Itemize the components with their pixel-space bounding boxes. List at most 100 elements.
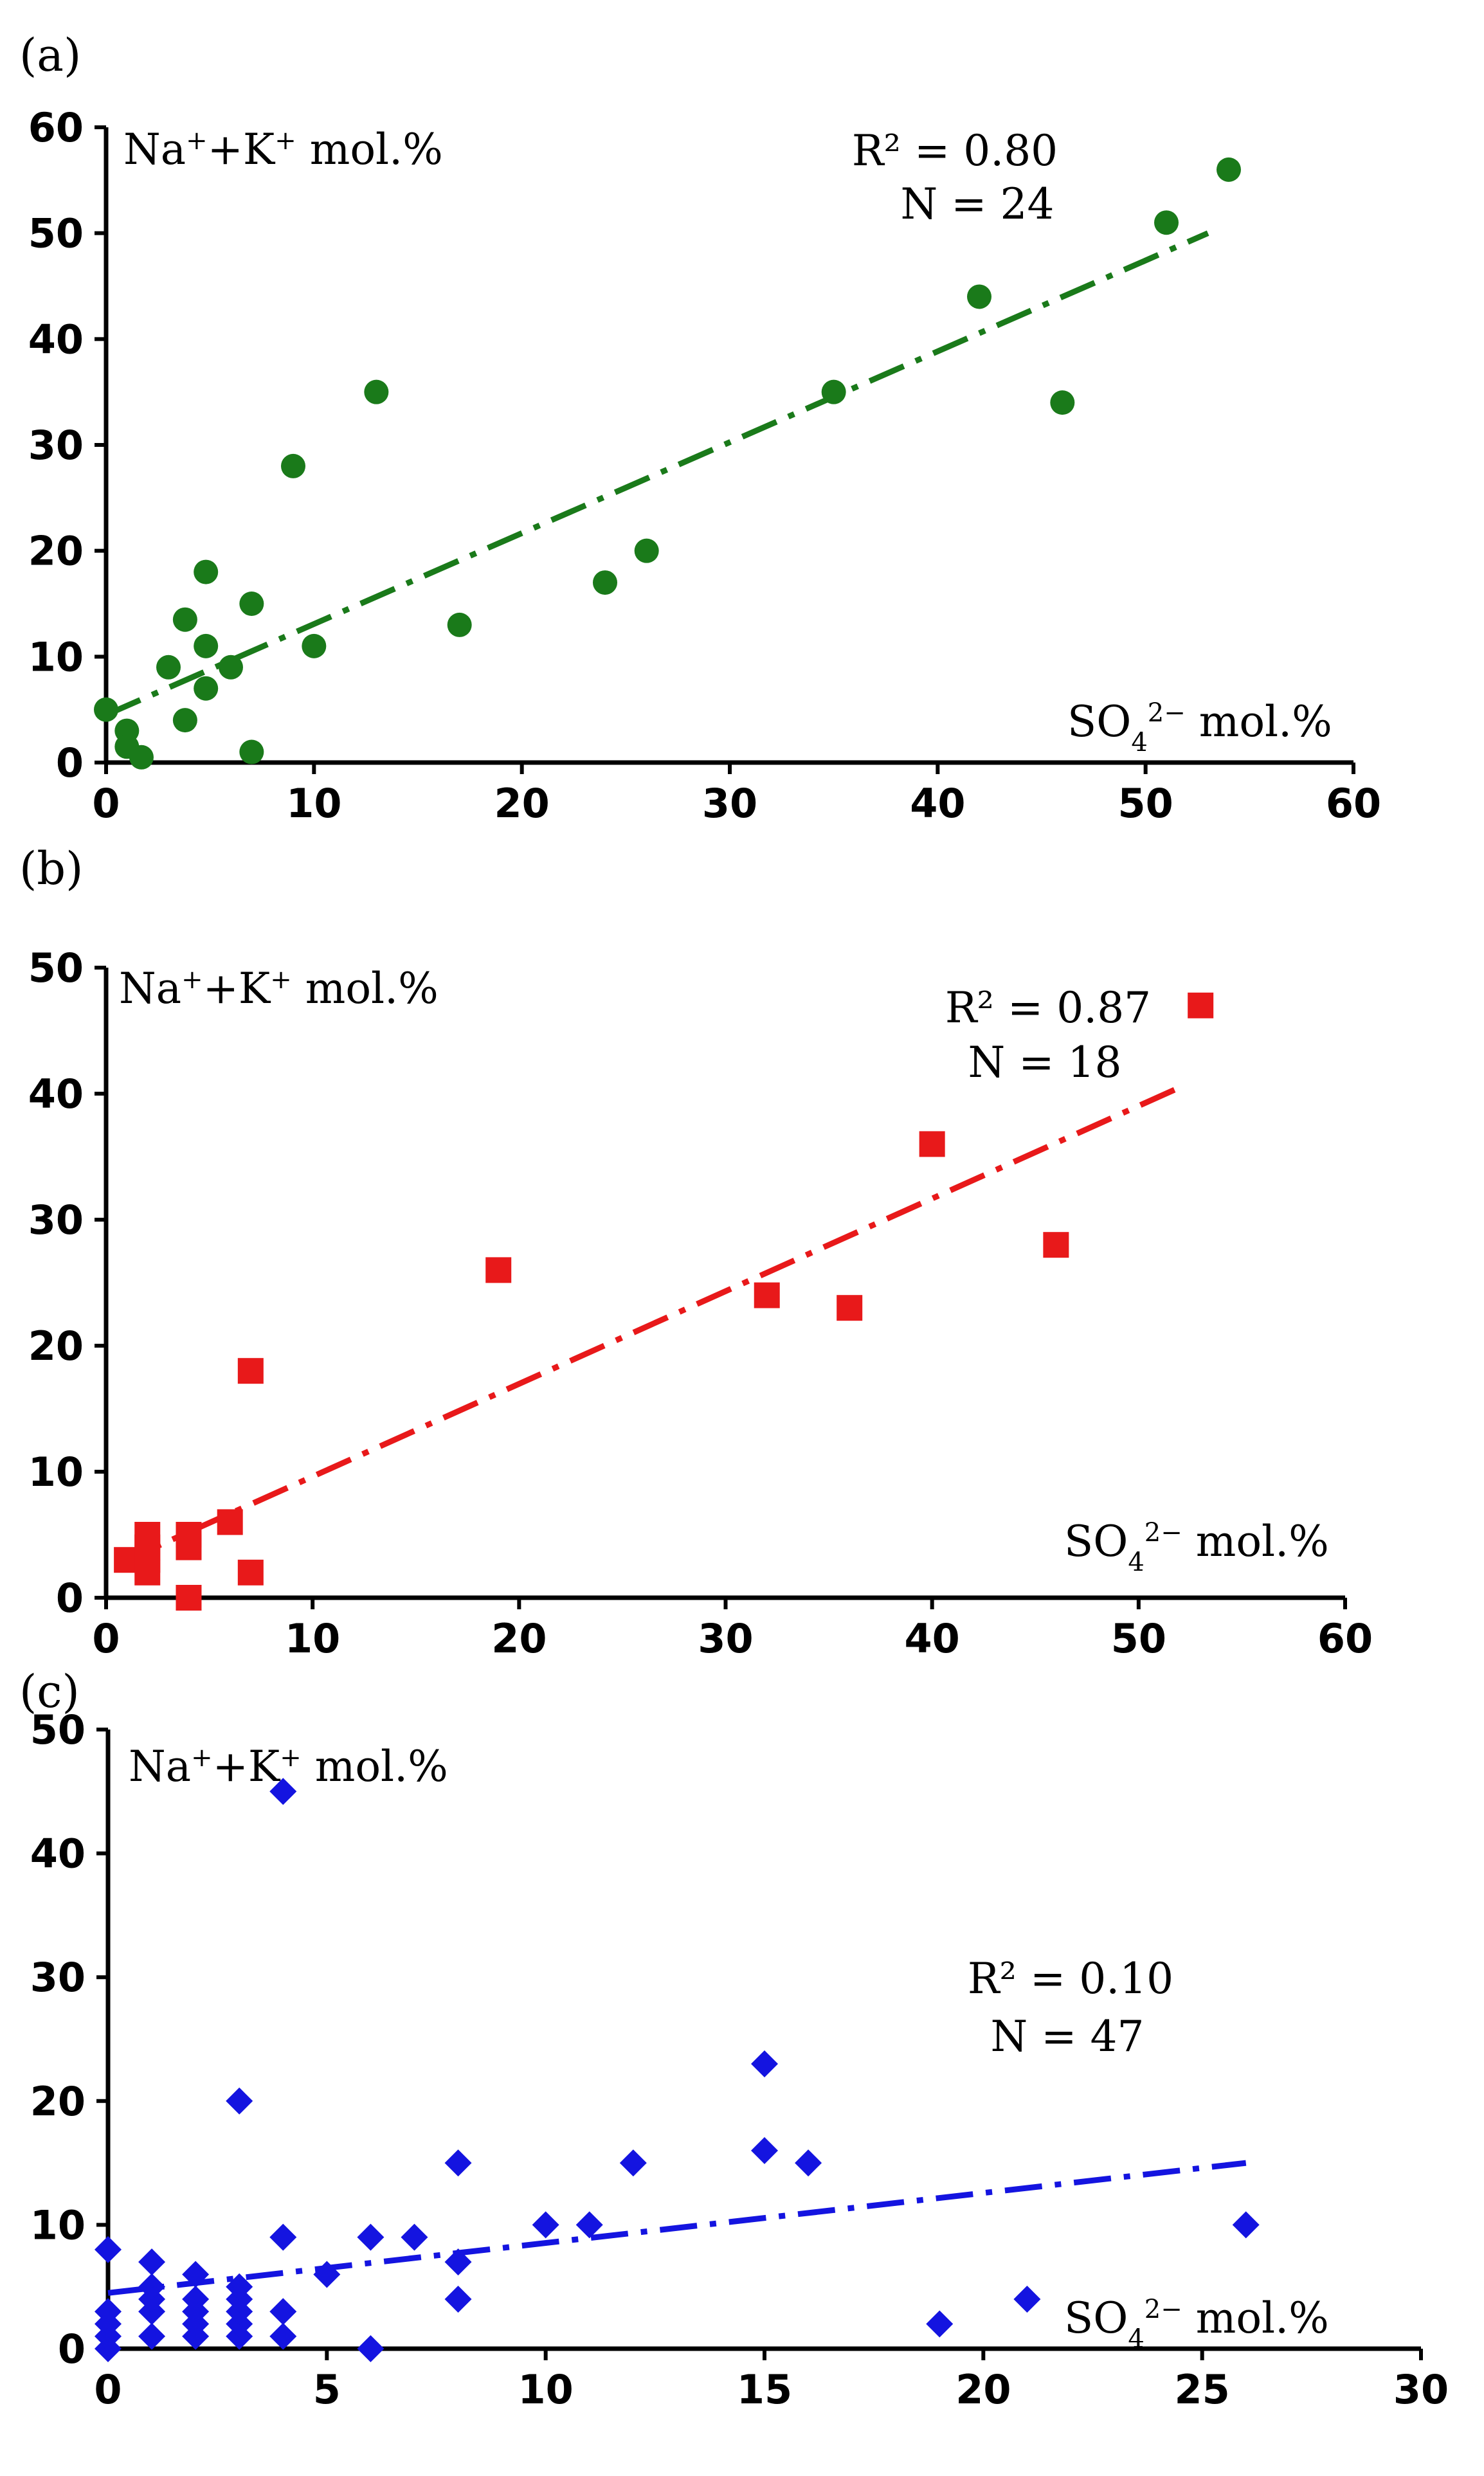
data-points xyxy=(94,157,1241,770)
y-tick-label: 40 xyxy=(28,1071,84,1117)
panel-b: (b) 0 10 20 30 40 50 60 0 10 20 30 40 50 Na++K+ mol.… xyxy=(19,842,1373,1662)
data-point-c xyxy=(619,2149,647,2177)
panel-c: (c) 0 5 10 15 20 25 30 0 10 20 30 40 50 Na++K+ mol.%… xyxy=(19,1665,1449,2413)
y-tick-label: 20 xyxy=(28,528,84,575)
data-point-a xyxy=(1217,157,1241,182)
data-point-a xyxy=(156,655,181,680)
trendline-group xyxy=(125,1085,1181,1563)
data-point-c xyxy=(532,2211,559,2239)
axes: 0 10 20 30 40 50 60 0 10 20 30 40 50 xyxy=(28,944,1373,1662)
data-point-c xyxy=(269,2223,297,2251)
data-points xyxy=(95,1778,1260,2362)
data-point-b xyxy=(1043,1232,1069,1258)
data-point-b xyxy=(919,1131,945,1157)
panel-a: (a) 0 10 20 30 40 50 60 0 10 20 30 40 50 60 Na++K+ mo… xyxy=(19,29,1381,827)
r-squared-label: R² = 0.10 xyxy=(968,1954,1173,2003)
y-tick-label: 0 xyxy=(58,2326,86,2372)
y-tick-label: 10 xyxy=(30,2201,86,2248)
data-point-c xyxy=(1232,2211,1260,2239)
x-tick-label: 20 xyxy=(491,1615,547,1662)
data-point-c xyxy=(138,2248,166,2276)
data-point-b xyxy=(485,1257,512,1283)
x-tick-label: 5 xyxy=(313,2366,341,2413)
data-point-a xyxy=(94,697,118,722)
y-tick-label: 50 xyxy=(28,210,84,257)
trendline xyxy=(107,2160,1247,2296)
y-tick-label: 10 xyxy=(28,1449,84,1496)
y-tick-label: 30 xyxy=(28,422,84,469)
y-tick-label: 10 xyxy=(28,633,84,680)
data-point-c xyxy=(795,2149,822,2177)
data-point-a xyxy=(1154,210,1179,235)
data-point-c xyxy=(444,2285,472,2313)
data-point-a xyxy=(281,453,305,478)
data-point-b xyxy=(134,1522,161,1548)
y-tick-label: 30 xyxy=(30,1954,86,2001)
x-tick-label: 40 xyxy=(905,1615,960,1662)
x-tick-label: 0 xyxy=(92,1615,120,1662)
data-point-a xyxy=(172,607,197,632)
x-tick-label: 0 xyxy=(94,2366,122,2413)
data-point-c xyxy=(401,2223,428,2251)
trendline-group xyxy=(107,2160,1247,2296)
data-points xyxy=(114,992,1214,1611)
x-tick-label: 30 xyxy=(1393,2366,1449,2413)
data-point-c xyxy=(269,2322,297,2350)
data-point-c xyxy=(926,2310,954,2338)
data-point-c xyxy=(226,2273,253,2300)
y-axis-label: Na++K+ mol.% xyxy=(123,125,443,174)
x-tick-label: 15 xyxy=(737,2366,792,2413)
r-squared-label: R² = 0.87 xyxy=(945,983,1151,1033)
data-point-a xyxy=(1050,390,1075,415)
x-axis-label: SO42− mol.% xyxy=(1064,2293,1329,2354)
panel-label: (a) xyxy=(19,29,81,82)
x-tick-label: 0 xyxy=(92,780,120,827)
data-point-c xyxy=(95,2298,122,2326)
axes: 0 10 20 30 40 50 60 0 10 20 30 40 50 60 xyxy=(28,104,1381,827)
data-point-c xyxy=(444,2149,472,2177)
trendline-group xyxy=(105,230,1209,718)
y-axis-label: Na++K+ mol.% xyxy=(129,1742,448,1791)
data-point-c xyxy=(182,2261,210,2288)
y-tick-label: 0 xyxy=(56,739,84,786)
x-tick-label: 50 xyxy=(1118,780,1173,827)
x-axis-label: SO42− mol.% xyxy=(1067,697,1332,757)
trendline xyxy=(105,230,1209,718)
x-tick-label: 10 xyxy=(518,2366,574,2413)
y-tick-label: 30 xyxy=(28,1197,84,1243)
data-point-c xyxy=(95,2236,122,2263)
data-point-a xyxy=(219,655,243,680)
x-tick-label: 60 xyxy=(1326,780,1381,827)
data-point-a xyxy=(129,745,154,770)
data-point-c xyxy=(357,2335,385,2362)
n-count-label: N = 24 xyxy=(901,179,1054,229)
x-tick-label: 60 xyxy=(1317,1615,1373,1662)
r-squared-label: R² = 0.80 xyxy=(852,126,1058,176)
panel-label: (b) xyxy=(19,842,83,895)
y-tick-label: 50 xyxy=(28,944,84,991)
axes: 0 5 10 15 20 25 30 0 10 20 30 40 50 xyxy=(30,1706,1449,2413)
data-point-b xyxy=(237,1358,264,1384)
x-tick-label: 20 xyxy=(955,2366,1011,2413)
x-tick-label: 30 xyxy=(698,1615,753,1662)
data-point-c xyxy=(269,2298,297,2326)
n-count-label: N = 47 xyxy=(991,2012,1145,2061)
y-tick-label: 0 xyxy=(56,1575,84,1622)
n-count-label: N = 18 xyxy=(968,1038,1122,1087)
x-tick-label: 40 xyxy=(910,780,965,827)
data-point-a xyxy=(593,570,617,595)
data-point-b xyxy=(237,1559,264,1586)
data-point-a xyxy=(634,538,659,563)
data-point-a xyxy=(172,708,197,733)
x-tick-label: 30 xyxy=(702,780,757,827)
data-point-c xyxy=(444,2248,472,2276)
data-point-b xyxy=(176,1585,202,1611)
data-point-b xyxy=(837,1295,863,1321)
data-point-a xyxy=(194,559,219,584)
data-point-c xyxy=(575,2211,603,2239)
data-point-c xyxy=(1013,2285,1041,2313)
x-axis-label: SO42− mol.% xyxy=(1064,1517,1329,1577)
y-tick-label: 20 xyxy=(28,1323,84,1369)
data-point-a xyxy=(239,592,264,616)
